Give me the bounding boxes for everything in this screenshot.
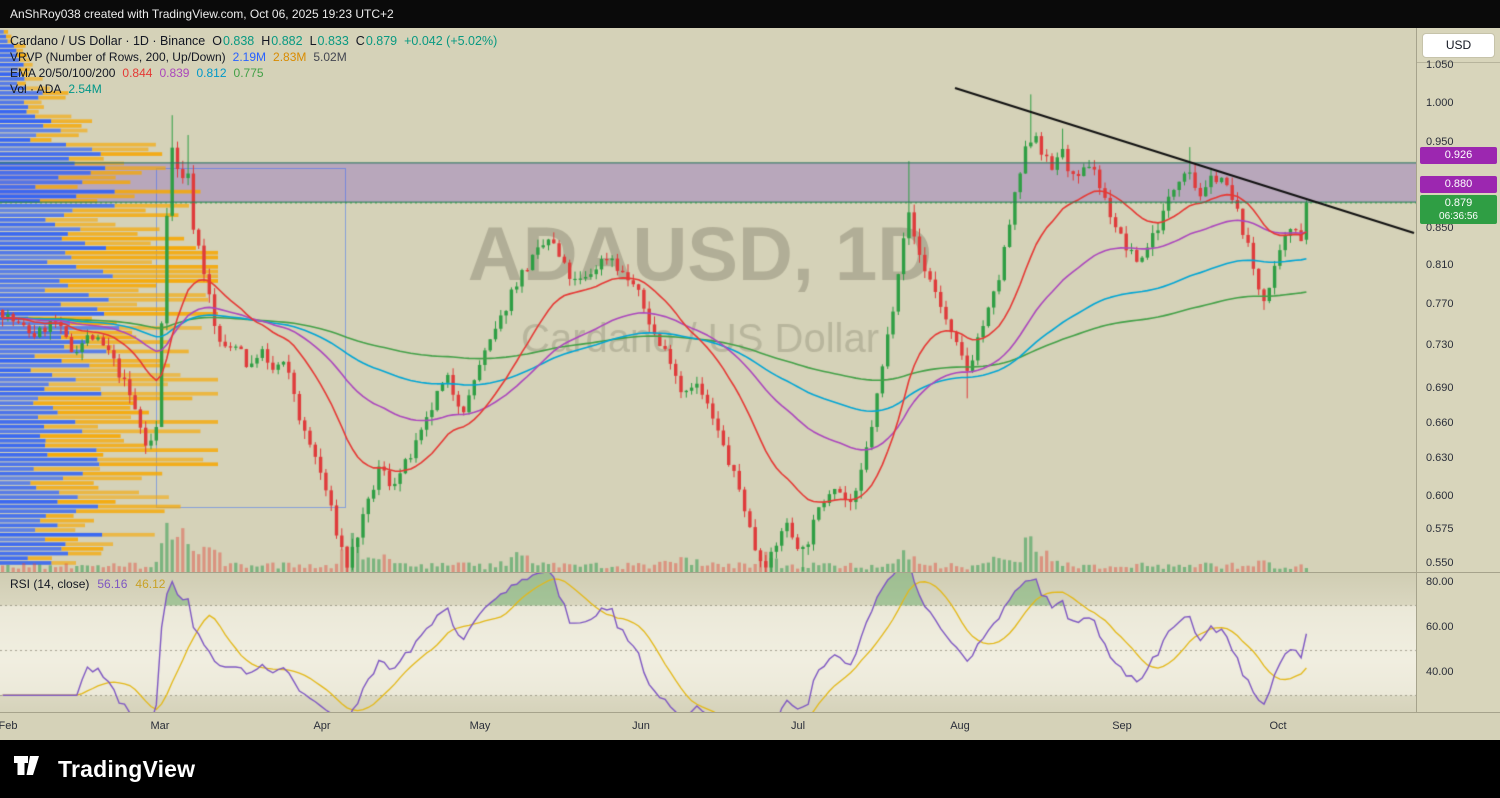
time-label-Aug: Aug — [950, 720, 970, 732]
price-change: +0.042 (+5.02%) — [404, 34, 498, 48]
rsi-title[interactable]: RSI (14, close) — [10, 577, 90, 591]
rsi-tick-60.00: 60.00 — [1426, 621, 1454, 633]
time-label-Oct: Oct — [1269, 720, 1287, 732]
price-label-zone-top: 0.926 — [1420, 146, 1497, 164]
price-label-last: 0.879 06:36:56 — [1420, 194, 1497, 224]
rsi-ma-value: 46.12 — [135, 577, 166, 591]
ema200-value: 0.775 — [233, 66, 264, 80]
ema50-value: 0.839 — [159, 66, 190, 80]
time-axis[interactable]: Feb Mar Apr May Jun Jul Aug Sep Oct — [0, 712, 1500, 740]
price-tick-1.050: 1.050 — [1426, 59, 1454, 71]
legend-ema-row[interactable]: EMA 20/50/100/200 0.844 0.839 0.812 0.77… — [10, 66, 497, 80]
time-label-Jun: Jun — [632, 720, 650, 732]
price-tick-0.770: 0.770 — [1426, 297, 1454, 310]
rsi-legend-row[interactable]: RSI (14, close) 56.16 46.12 — [10, 577, 165, 591]
ohlc-high: H 0.882 — [261, 34, 303, 48]
price-tick-0.630: 0.630 — [1426, 452, 1454, 465]
price-tick-0.575: 0.575 — [1426, 522, 1454, 535]
time-label-Apr: Apr — [313, 720, 331, 732]
tradingview-logo[interactable]: TradingView — [14, 756, 195, 783]
legend-volume-row[interactable]: Vol · ADA 2.54M — [10, 82, 497, 96]
legend-vrvp-row[interactable]: VRVP (Number of Rows, 200, Up/Down) 2.19… — [10, 50, 497, 64]
ema-title[interactable]: EMA 20/50/100/200 — [10, 66, 116, 80]
vrvp-total-value: 5.02M — [313, 50, 347, 64]
rsi-chart-canvas[interactable] — [0, 573, 1416, 712]
price-tick-0.660: 0.660 — [1426, 416, 1454, 429]
symbol-title[interactable]: Cardano / US Dollar · 1D · Binance — [10, 34, 206, 48]
attribution-text: AnShRoy038 created with TradingView.com,… — [10, 7, 394, 21]
price-tick-0.950: 0.950 — [1426, 136, 1454, 149]
tradingview-logo-icon — [14, 756, 39, 775]
vrvp-down-value: 2.83M — [273, 50, 307, 64]
rsi-tick-80.00: 80.00 — [1426, 576, 1454, 588]
price-tick-0.690: 0.690 — [1426, 382, 1454, 395]
time-label-Feb: Feb — [0, 720, 18, 732]
price-tick-1.000: 1.000 — [1426, 96, 1454, 109]
price-chart-canvas[interactable] — [0, 28, 1416, 572]
time-label-Sep: Sep — [1112, 720, 1132, 732]
rsi-value: 56.16 — [97, 577, 128, 591]
axis-separator — [1417, 62, 1500, 63]
time-label-Jul: Jul — [790, 720, 806, 732]
price-tick-0.600: 0.600 — [1426, 489, 1454, 502]
time-label-Mar: Mar — [150, 720, 170, 732]
price-tick-0.850: 0.850 — [1426, 221, 1454, 234]
rsi-pane[interactable]: RSI (14, close) 56.16 46.12 — [0, 573, 1416, 712]
legend-symbol-row[interactable]: Cardano / US Dollar · 1D · Binance O 0.83… — [10, 34, 497, 48]
ohlc-close: C 0.879 — [355, 34, 398, 48]
volume-value: 2.54M — [68, 82, 102, 96]
price-tick-0.550: 0.550 — [1426, 557, 1454, 569]
price-pane[interactable]: Cardano / US Dollar · 1D · Binance O 0.83… — [0, 28, 1416, 572]
pane-resize-divider[interactable] — [0, 572, 1500, 573]
ema100-value: 0.812 — [196, 66, 227, 80]
footer-bar: TradingView — [0, 740, 1500, 798]
ohlc-open: O 0.838 — [212, 34, 255, 48]
vrvp-up-value: 2.19M — [232, 50, 267, 64]
ema20-value: 0.844 — [122, 66, 153, 80]
vrvp-title[interactable]: VRVP (Number of Rows, 200, Up/Down) — [10, 50, 226, 64]
price-tick-0.730: 0.730 — [1426, 338, 1454, 351]
ohlc-low: L 0.833 — [309, 34, 349, 48]
price-tick-0.810: 0.810 — [1426, 258, 1454, 271]
tradingview-logo-text: TradingView — [58, 755, 196, 782]
chart-legend: Cardano / US Dollar · 1D · Binance O 0.83… — [10, 34, 497, 98]
currency-toggle-button[interactable]: USD — [1422, 33, 1495, 58]
time-label-May: May — [469, 720, 491, 732]
rsi-tick-40.00: 40.00 — [1426, 666, 1454, 678]
price-label-zone-bottom: 0.880 — [1420, 175, 1497, 193]
volume-title[interactable]: Vol · ADA — [10, 82, 62, 96]
attribution-bar: AnShRoy038 created with TradingView.com,… — [0, 0, 1500, 28]
price-axis[interactable]: USD 1.050 1.000 0.950 0.850 0.810 0.770 0.730 0… — [1416, 28, 1500, 712]
